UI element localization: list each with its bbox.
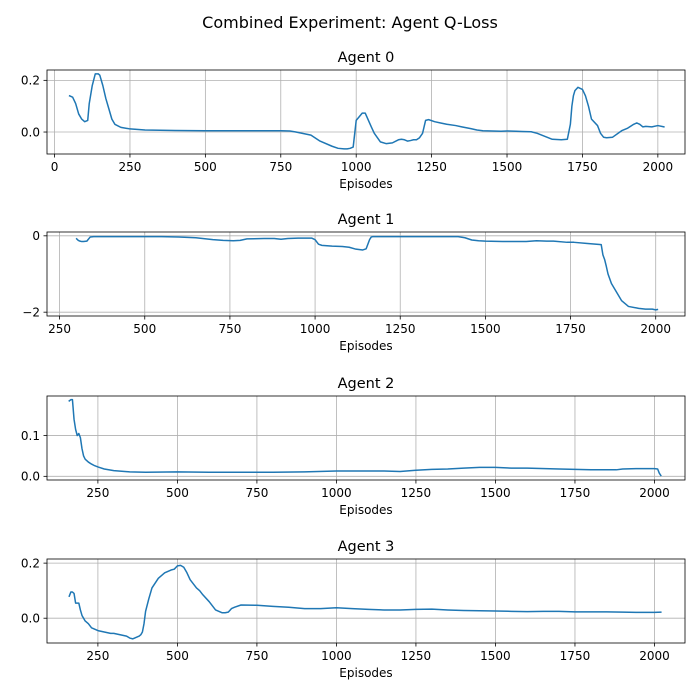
x-tick-label: 1250 bbox=[401, 486, 432, 500]
y-tick-label: 0.1 bbox=[21, 429, 40, 443]
x-tick-label: 250 bbox=[86, 649, 109, 663]
x-tick-label: 0 bbox=[51, 160, 59, 174]
x-tick-label: 1000 bbox=[300, 322, 331, 336]
y-tick-label: −2 bbox=[22, 305, 40, 319]
x-tick-label: 1750 bbox=[555, 322, 586, 336]
x-tick-label: 500 bbox=[166, 649, 189, 663]
subplot-title: Agent 2 bbox=[338, 376, 395, 392]
x-tick-label: 500 bbox=[194, 160, 217, 174]
axes-frame bbox=[46, 395, 686, 481]
x-tick-label: 1250 bbox=[401, 649, 432, 663]
subplot-agent-0: 0 250 500 750 1000 1250 1500 1750 2000 0.0 0.2 Agen… bbox=[21, 50, 686, 191]
x-tick-label: 500 bbox=[133, 322, 156, 336]
x-tick-label: 1750 bbox=[567, 160, 598, 174]
x-axis-label: Episodes bbox=[339, 666, 392, 680]
x-axis-label: Episodes bbox=[339, 503, 392, 517]
x-tick-label: 750 bbox=[269, 160, 292, 174]
x-tick-label: 1500 bbox=[470, 322, 501, 336]
x-tick-label: 2000 bbox=[639, 486, 670, 500]
x-tick-label: 750 bbox=[218, 322, 241, 336]
y-tick-label: 0.0 bbox=[21, 470, 40, 484]
x-tick-label: 500 bbox=[166, 486, 189, 500]
series-line-agent-1 bbox=[75, 235, 659, 311]
x-tick-label: 1000 bbox=[321, 486, 352, 500]
y-tick-label: 0.2 bbox=[21, 556, 40, 570]
subplot-agent-2: 250 500 750 1000 1250 1500 1750 2000 0.0 0.1 Agent… bbox=[21, 376, 686, 517]
axes-root: 0 250 500 750 1000 1250 1500 1750 2000 0.0 0.2 Agen… bbox=[21, 50, 686, 680]
y-tick-label: 0.0 bbox=[21, 612, 40, 626]
x-tick-label: 250 bbox=[86, 486, 109, 500]
x-tick-label: 1250 bbox=[416, 160, 447, 174]
y-tick-label: 0 bbox=[32, 229, 40, 243]
x-tick-label: 250 bbox=[48, 322, 71, 336]
x-tick-label: 1500 bbox=[480, 486, 511, 500]
x-tick-label: 750 bbox=[245, 486, 268, 500]
chart-suptitle: Combined Experiment: Agent Q-Loss bbox=[202, 13, 498, 32]
y-tick-label: 0.0 bbox=[21, 125, 40, 139]
x-tick-label: 1750 bbox=[560, 486, 591, 500]
x-tick-label: 1000 bbox=[321, 649, 352, 663]
series-line-agent-2 bbox=[68, 398, 662, 477]
axes-frame bbox=[46, 69, 686, 155]
x-tick-label: 2000 bbox=[639, 649, 670, 663]
subplot-agent-1: 250 500 750 1000 1250 1500 1750 2000 −2 0 Agent 1 E… bbox=[22, 212, 686, 353]
subplot-title: Agent 1 bbox=[338, 212, 395, 228]
x-tick-label: 2000 bbox=[643, 160, 674, 174]
x-tick-label: 1500 bbox=[480, 649, 511, 663]
axes-frame bbox=[46, 231, 686, 317]
x-tick-label: 250 bbox=[119, 160, 142, 174]
x-tick-label: 2000 bbox=[640, 322, 671, 336]
series-line-agent-0 bbox=[68, 73, 665, 150]
subplot-title: Agent 0 bbox=[338, 50, 395, 66]
x-axis-label: Episodes bbox=[339, 177, 392, 191]
x-tick-label: 1750 bbox=[560, 649, 591, 663]
x-tick-label: 1000 bbox=[341, 160, 372, 174]
subplot-title: Agent 3 bbox=[338, 539, 395, 555]
x-tick-label: 1500 bbox=[492, 160, 523, 174]
x-tick-label: 750 bbox=[245, 649, 268, 663]
x-tick-label: 1250 bbox=[385, 322, 416, 336]
axes-frame bbox=[46, 558, 686, 644]
y-tick-label: 0.2 bbox=[21, 74, 40, 88]
series-line-agent-3 bbox=[68, 564, 662, 640]
subplot-agent-3: 250 500 750 1000 1250 1500 1750 2000 0.0 0.2 Agent… bbox=[21, 539, 686, 680]
x-axis-label: Episodes bbox=[339, 339, 392, 353]
